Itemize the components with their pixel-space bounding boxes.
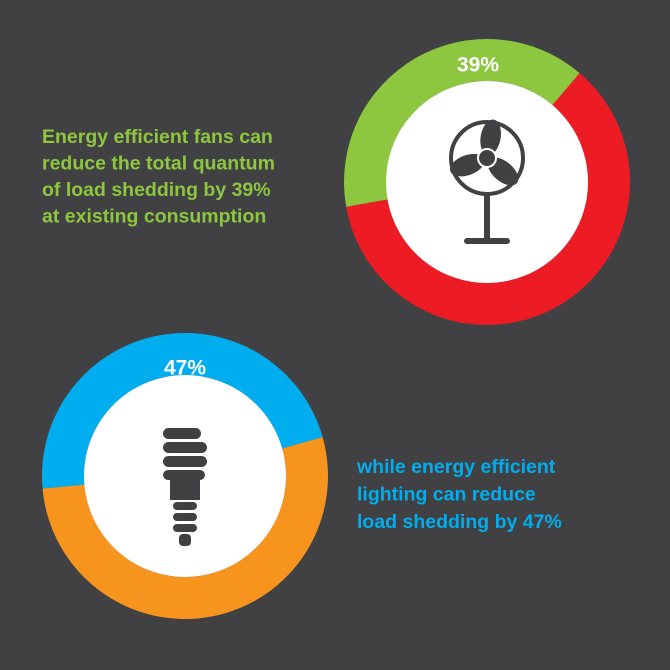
fan-icon [449,119,525,244]
caption-line: of load shedding by 39% [42,179,271,201]
donut-hole [386,81,588,283]
caption-line: at existing consumption [42,206,266,228]
caption-line: while energy efficient [356,456,556,478]
donut-segment [346,73,630,326]
value-label: 47% [164,357,206,380]
icons [163,119,525,546]
value-label: 39% [457,54,499,77]
caption-line: reduce the total quantum [42,153,275,175]
donut-segment [42,333,323,489]
charts: 39% Energy efficient fans can reduce the t… [42,39,630,620]
donut-segment [344,39,580,207]
caption-line: lighting can reduce [357,484,536,506]
caption-line: load shedding by 47% [357,511,562,533]
caption-line: Energy efficient fans can [42,126,273,148]
bulb-icon [163,428,207,546]
donut-segment [42,437,328,620]
